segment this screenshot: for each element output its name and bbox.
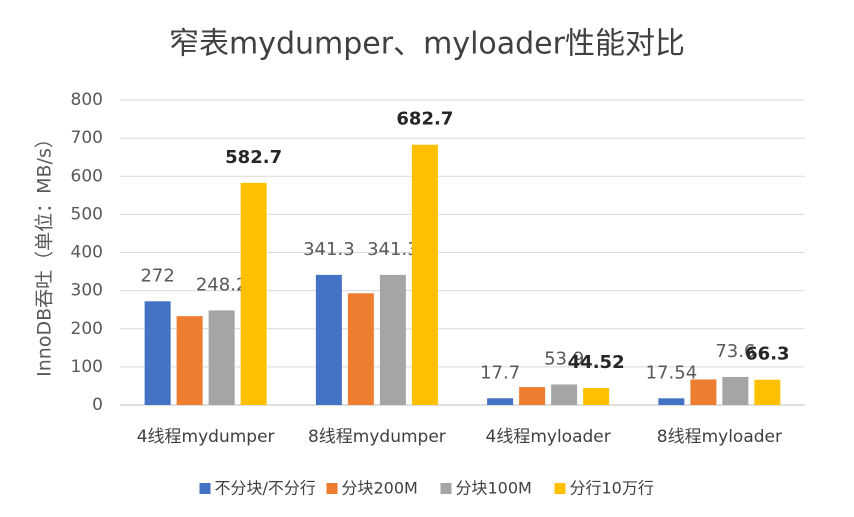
- x-tick-label: 8线程mydumper: [308, 427, 446, 447]
- chart-title: 窄表mydumper、myloader性能对比: [169, 27, 685, 62]
- data-label: 53.9: [544, 348, 584, 369]
- data-label: 272: [140, 265, 174, 286]
- y-tick-label: 400: [71, 243, 103, 263]
- bar: [519, 387, 546, 405]
- y-tick-label: 200: [71, 319, 103, 339]
- data-label: 682.7: [396, 109, 453, 130]
- legend-swatch: [326, 483, 338, 494]
- bar: [208, 310, 235, 405]
- bar: [315, 274, 342, 405]
- data-label: 44.52: [568, 352, 625, 373]
- data-label: 17.54: [646, 362, 698, 383]
- bar: [347, 293, 374, 405]
- y-tick-label: 700: [71, 128, 103, 148]
- legend-label: 分块100M: [456, 479, 532, 498]
- data-label: 17.7: [480, 362, 520, 383]
- bar: [379, 274, 406, 405]
- bar: [487, 398, 514, 405]
- x-tick-label: 8线程myloader: [657, 427, 782, 447]
- legend-label: 分块200M: [342, 479, 418, 498]
- y-axis-label: InnoDB吞吐（单位：MB/s）: [34, 129, 56, 377]
- data-label: 66.3: [745, 344, 789, 365]
- y-tick-label: 500: [71, 204, 103, 224]
- y-tick-label: 800: [71, 90, 103, 110]
- bar: [690, 379, 717, 405]
- y-tick-label: 300: [71, 281, 103, 301]
- data-label: 341.3: [303, 239, 355, 260]
- x-tick-label: 4线程mydumper: [137, 427, 275, 447]
- bar: [176, 316, 203, 405]
- y-tick-label: 100: [71, 357, 103, 377]
- bar: [551, 384, 578, 405]
- bar: [754, 379, 781, 405]
- y-tick-label: 600: [71, 166, 103, 186]
- bar: [240, 182, 267, 405]
- data-label: 248.2: [196, 274, 248, 295]
- legend-swatch: [440, 483, 452, 494]
- legend-label: 分行10万行: [570, 479, 654, 498]
- bar: [411, 144, 438, 405]
- data-label: 582.7: [225, 147, 282, 168]
- bar: [583, 388, 610, 405]
- legend-label: 不分块/不分行: [215, 479, 316, 498]
- y-tick-label: 0: [92, 395, 103, 415]
- data-label: 73.6: [715, 341, 755, 362]
- bar: [722, 376, 749, 405]
- x-tick-label: 4线程myloader: [486, 427, 611, 447]
- legend-swatch: [554, 483, 566, 494]
- legend-swatch: [199, 483, 211, 494]
- bar: [658, 398, 685, 405]
- data-label: 341.3: [367, 239, 419, 260]
- bar: [144, 301, 171, 405]
